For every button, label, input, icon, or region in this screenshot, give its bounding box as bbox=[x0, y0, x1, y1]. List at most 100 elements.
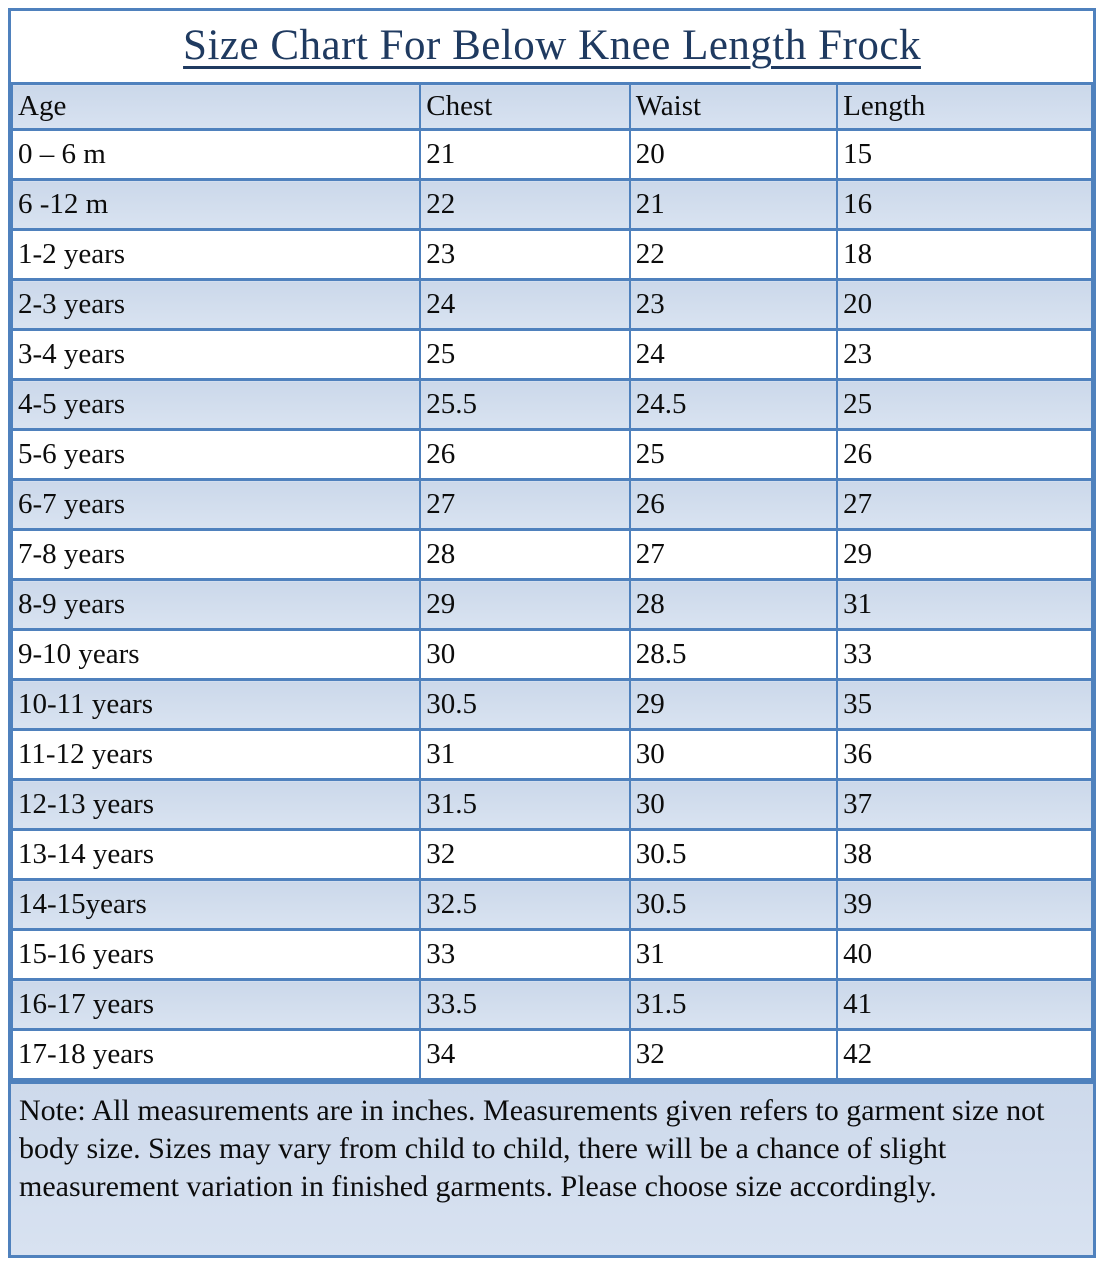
size-chart-frame: Size Chart For Below Knee Length Frock A… bbox=[8, 8, 1096, 1258]
table-cell: 24 bbox=[419, 278, 631, 331]
table-cell: 25 bbox=[419, 328, 631, 381]
table-cell: 27 bbox=[628, 528, 839, 581]
table-cell: 30.5 bbox=[419, 678, 631, 731]
note-text: Note: All measurements are in inches. Me… bbox=[19, 1094, 1045, 1204]
table-cell: 26 bbox=[628, 478, 839, 531]
table-row: 6-7 years 27 26 27 bbox=[10, 478, 1093, 531]
table-cell: 10-11 years bbox=[10, 678, 422, 731]
table-cell: 0 – 6 m bbox=[10, 128, 422, 181]
table-row: 10-11 years 30.5 29 35 bbox=[10, 678, 1093, 731]
table-cell: 30 bbox=[628, 728, 839, 781]
table-cell: 25 bbox=[836, 378, 1093, 431]
table-cell: 25 bbox=[628, 428, 839, 481]
table-cell: 28 bbox=[419, 528, 631, 581]
size-table: Age Chest Waist Length 0 – 6 m 21 20 15 6 -1… bbox=[10, 82, 1093, 1081]
table-row: 7-8 years 28 27 29 bbox=[10, 528, 1093, 581]
table-cell: 21 bbox=[628, 178, 839, 231]
table-cell: 28 bbox=[628, 578, 839, 631]
table-cell: 32 bbox=[419, 828, 631, 881]
table-cell: 12-13 years bbox=[10, 778, 422, 831]
table-cell: 14-15years bbox=[10, 878, 422, 931]
table-row: 5-6 years 26 25 26 bbox=[10, 428, 1093, 481]
table-row: 13-14 years 32 30.5 38 bbox=[10, 828, 1093, 881]
table-cell: 38 bbox=[836, 828, 1093, 881]
table-cell: 1-2 years bbox=[10, 228, 422, 281]
table-row: 11-12 years 31 30 36 bbox=[10, 728, 1093, 781]
table-cell: 30.5 bbox=[628, 878, 839, 931]
column-header-length: Length bbox=[836, 82, 1093, 131]
table-cell: 31 bbox=[628, 928, 839, 981]
table-cell: 2-3 years bbox=[10, 278, 422, 331]
table-row: 6 -12 m 22 21 16 bbox=[10, 178, 1093, 231]
table-cell: 16-17 years bbox=[10, 978, 422, 1031]
table-row: 14-15years 32.5 30.5 39 bbox=[10, 878, 1093, 931]
header-row: Age Chest Waist Length bbox=[10, 82, 1093, 131]
table-cell: 27 bbox=[836, 478, 1093, 531]
table-body: 0 – 6 m 21 20 15 6 -12 m 22 21 16 1-2 years 23 22 1… bbox=[10, 128, 1093, 1081]
table-cell: 31.5 bbox=[628, 978, 839, 1031]
table-cell: 39 bbox=[836, 878, 1093, 931]
table-cell: 20 bbox=[836, 278, 1093, 331]
table-row: 16-17 years 33.5 31.5 41 bbox=[10, 978, 1093, 1031]
table-cell: 25.5 bbox=[419, 378, 631, 431]
table-cell: 26 bbox=[836, 428, 1093, 481]
table-cell: 13-14 years bbox=[10, 828, 422, 881]
table-row: 4-5 years 25.5 24.5 25 bbox=[10, 378, 1093, 431]
table-cell: 41 bbox=[836, 978, 1093, 1031]
table-cell: 29 bbox=[628, 678, 839, 731]
table-cell: 21 bbox=[419, 128, 631, 181]
table-cell: 28.5 bbox=[628, 628, 839, 681]
table-cell: 23 bbox=[628, 278, 839, 331]
table-cell: 40 bbox=[836, 928, 1093, 981]
table-cell: 11-12 years bbox=[10, 728, 422, 781]
table-cell: 23 bbox=[419, 228, 631, 281]
table-cell: 17-18 years bbox=[10, 1028, 422, 1081]
table-row: 3-4 years 25 24 23 bbox=[10, 328, 1093, 381]
table-cell: 42 bbox=[836, 1028, 1093, 1081]
table-cell: 37 bbox=[836, 778, 1093, 831]
table-cell: 33 bbox=[836, 628, 1093, 681]
table-cell: 30 bbox=[628, 778, 839, 831]
table-cell: 30 bbox=[419, 628, 631, 681]
table-cell: 34 bbox=[419, 1028, 631, 1081]
table-cell: 5-6 years bbox=[10, 428, 422, 481]
table-cell: 23 bbox=[836, 328, 1093, 381]
table-cell: 6 -12 m bbox=[10, 178, 422, 231]
table-cell: 29 bbox=[419, 578, 631, 631]
table-cell: 27 bbox=[419, 478, 631, 531]
table-cell: 20 bbox=[628, 128, 839, 181]
table-row: 2-3 years 24 23 20 bbox=[10, 278, 1093, 331]
table-row: 9-10 years 30 28.5 33 bbox=[10, 628, 1093, 681]
table-row: 0 – 6 m 21 20 15 bbox=[10, 128, 1093, 181]
table-row: 15-16 years 33 31 40 bbox=[10, 928, 1093, 981]
page-title: Size Chart For Below Knee Length Frock bbox=[183, 22, 921, 69]
table-cell: 24.5 bbox=[628, 378, 839, 431]
table-cell: 24 bbox=[628, 328, 839, 381]
table-cell: 32 bbox=[628, 1028, 839, 1081]
table-cell: 22 bbox=[628, 228, 839, 281]
table-cell: 33 bbox=[419, 928, 631, 981]
table-cell: 32.5 bbox=[419, 878, 631, 931]
column-header-age: Age bbox=[10, 82, 422, 131]
table-cell: 3-4 years bbox=[10, 328, 422, 381]
column-header-waist: Waist bbox=[628, 82, 839, 131]
table-row: 1-2 years 23 22 18 bbox=[10, 228, 1093, 281]
table-row: 17-18 years 34 32 42 bbox=[10, 1028, 1093, 1081]
table-cell: 8-9 years bbox=[10, 578, 422, 631]
table-cell: 22 bbox=[419, 178, 631, 231]
table-cell: 26 bbox=[419, 428, 631, 481]
table-cell: 30.5 bbox=[628, 828, 839, 881]
table-cell: 31 bbox=[836, 578, 1093, 631]
table-cell: 31.5 bbox=[419, 778, 631, 831]
note-band: Note: All measurements are in inches. Me… bbox=[11, 1081, 1093, 1255]
table-cell: 33.5 bbox=[419, 978, 631, 1031]
table-row: 12-13 years 31.5 30 37 bbox=[10, 778, 1093, 831]
table-cell: 7-8 years bbox=[10, 528, 422, 581]
table-cell: 16 bbox=[836, 178, 1093, 231]
table-cell: 15-16 years bbox=[10, 928, 422, 981]
column-header-chest: Chest bbox=[419, 82, 631, 131]
table-row: 8-9 years 29 28 31 bbox=[10, 578, 1093, 631]
table-cell: 4-5 years bbox=[10, 378, 422, 431]
table-cell: 15 bbox=[836, 128, 1093, 181]
